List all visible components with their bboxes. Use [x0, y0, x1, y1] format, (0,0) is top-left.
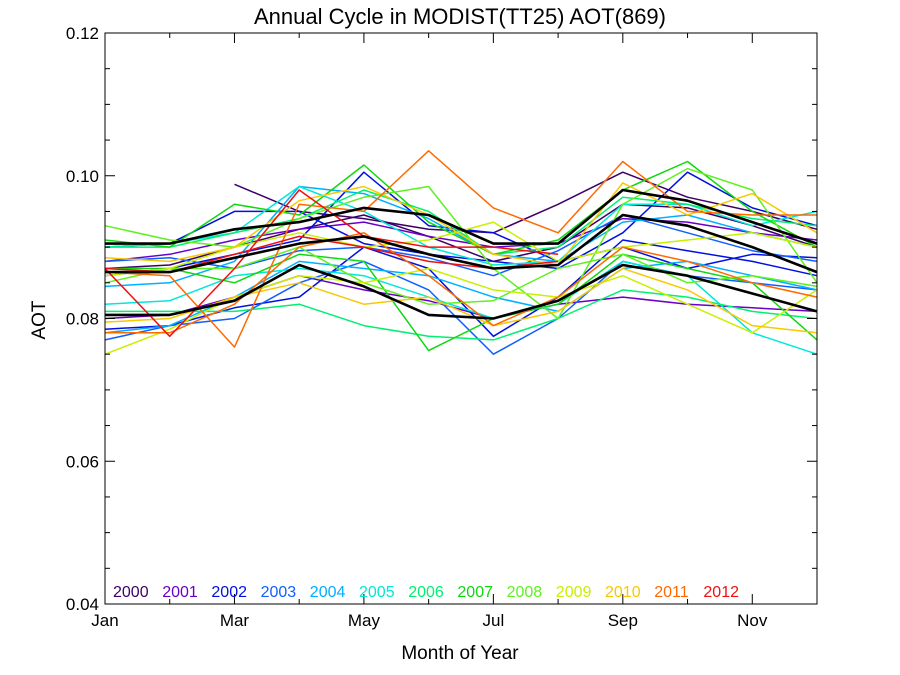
legend-item-2000: 2000	[113, 584, 149, 601]
series-line-2007-1	[104, 160, 818, 256]
x-axis-label: Month of Year	[401, 643, 519, 664]
x-tick-label: Sep	[608, 611, 638, 630]
y-axis-label: AOT	[29, 300, 50, 339]
y-tick-label: 0.10	[66, 167, 99, 186]
legend-item-2002: 2002	[211, 584, 247, 601]
y-tick-label: 0.08	[66, 310, 99, 329]
series-line-2001-2	[104, 217, 818, 263]
series-line-2008-2	[104, 246, 818, 305]
series-line-2006-2	[105, 289, 818, 341]
legend-item-2001: 2001	[162, 584, 198, 601]
y-tick-label: 0.12	[66, 24, 99, 43]
series-line-2011-2	[105, 232, 818, 334]
mean-reference-lines	[105, 188, 818, 320]
reference-line-1	[105, 188, 818, 245]
x-tick-label: Jul	[482, 611, 504, 630]
x-tick-label: May	[348, 611, 381, 630]
series-line-2003-2	[104, 214, 818, 277]
legend-item-2005: 2005	[359, 584, 395, 601]
legend-item-2006: 2006	[408, 584, 444, 601]
legend-item-2012: 2012	[703, 584, 739, 601]
legend-item-2009: 2009	[556, 584, 592, 601]
series-line-2012-1	[104, 189, 559, 338]
series-line-2004-1	[104, 185, 818, 288]
legend-item-2008: 2008	[507, 584, 543, 601]
x-tick-label: Mar	[220, 611, 250, 630]
series-line-2003-1	[104, 260, 818, 355]
plot-frame	[104, 32, 818, 605]
y-tick-label: 0.04	[66, 595, 99, 614]
chart-title: Annual Cycle in MODIST(TT25) AOT(869)	[254, 4, 666, 29]
series-line-2006-1	[105, 189, 818, 256]
legend: 2000 2001 2002 2003 2004 2005 2006 2007 2008 2009…	[113, 584, 739, 601]
x-tick-label: Jan	[91, 611, 118, 630]
x-tick-label: Nov	[737, 611, 768, 630]
legend-item-2007: 2007	[457, 584, 493, 601]
y-tick-label: 0.06	[66, 452, 99, 471]
series-line-2010-2	[104, 267, 818, 334]
reference-line-2	[105, 213, 818, 274]
series-line-2002-1	[104, 171, 818, 270]
legend-item-2011: 2011	[654, 584, 689, 601]
axis-ticks: Jan Mar May Jul Sep Nov 0.04 0.06 0.08 0.10 0.12	[66, 24, 818, 630]
legend-item-2010: 2010	[605, 584, 641, 601]
legend-item-2003: 2003	[261, 584, 297, 601]
legend-item-2004: 2004	[310, 584, 346, 601]
series-line-2009-2	[104, 221, 818, 277]
reference-line-3	[105, 263, 818, 320]
plot-lines	[104, 150, 818, 355]
series-line-2008-1	[104, 167, 818, 320]
series-line-2011-1	[104, 150, 817, 348]
series-line-2010-1	[104, 182, 818, 266]
